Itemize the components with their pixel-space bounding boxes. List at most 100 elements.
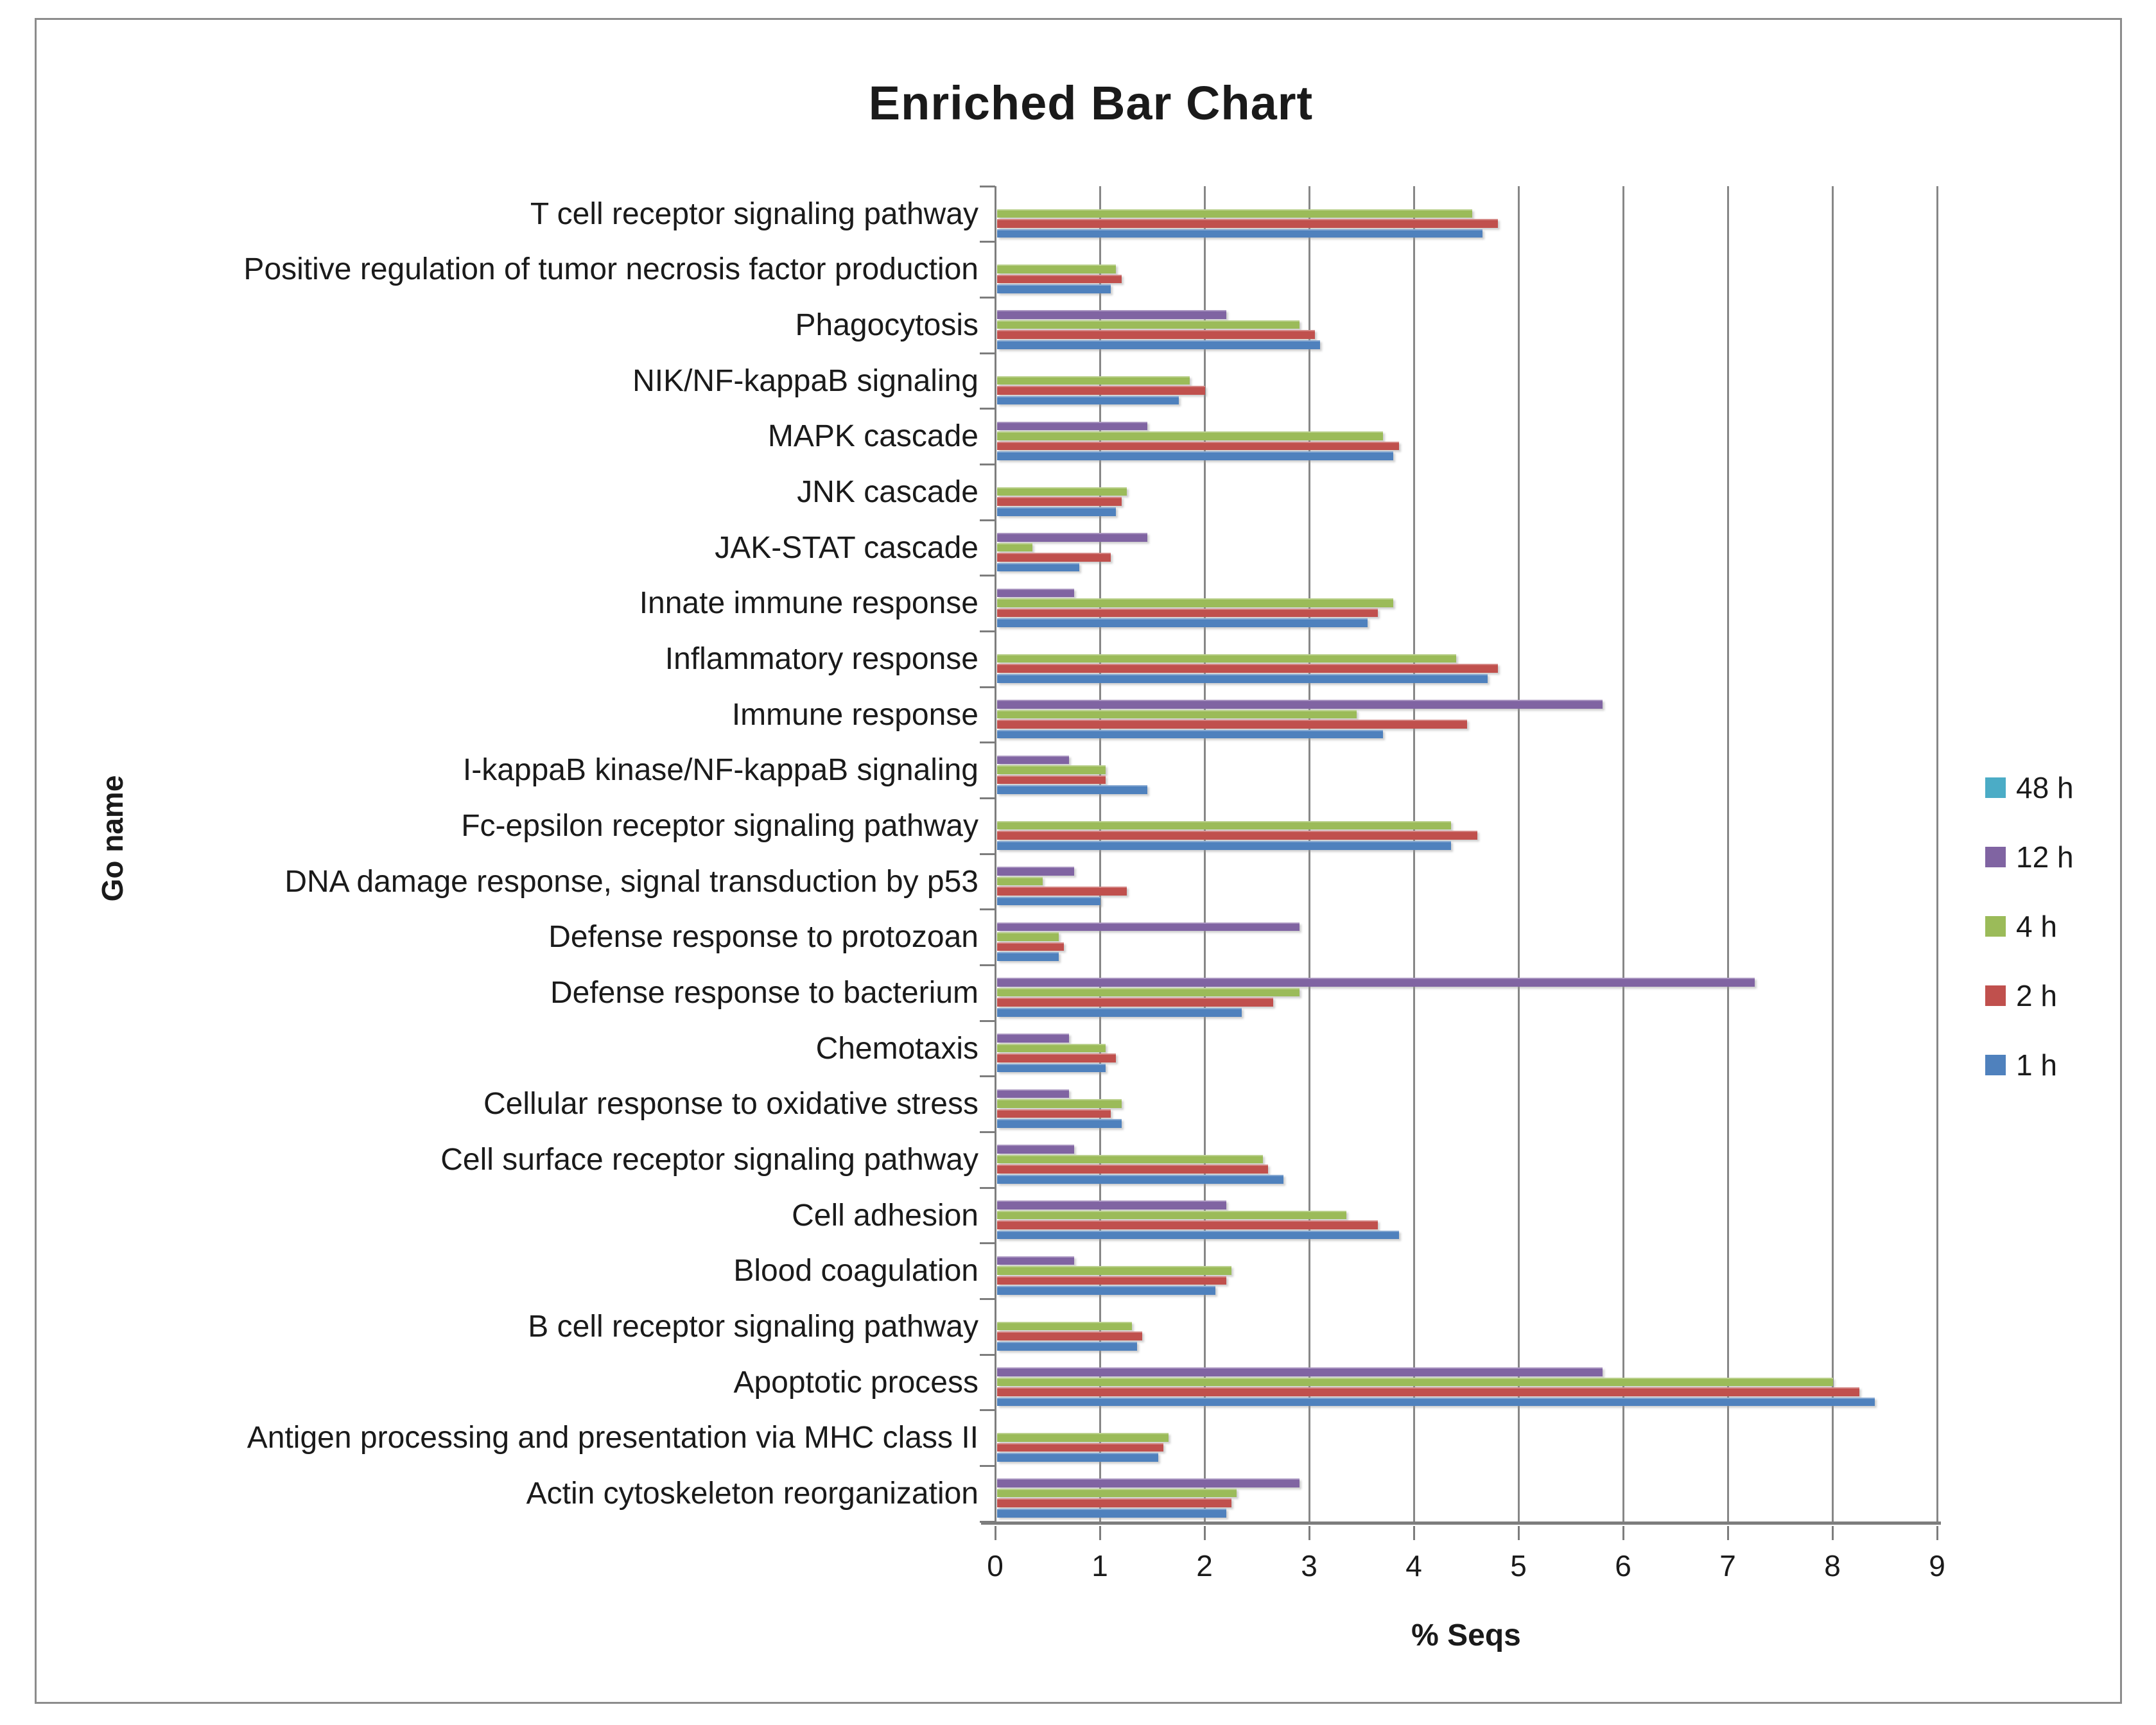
y-axis-tick [980,1520,995,1523]
y-axis-tick [980,296,995,299]
x-axis-tick [1413,1526,1415,1540]
bar-4h-row11 [997,765,1106,774]
x-tick-label: 4 [1405,1549,1422,1582]
bar-12h-row24 [997,1478,1300,1487]
category-label: JNK cascade [797,475,978,510]
bar-12h-row11 [997,755,1070,765]
category-label: Positive regulation of tumor necrosis fa… [243,252,978,287]
bar-12h-row7 [997,532,1148,542]
category-label: Cell adhesion [792,1198,978,1233]
y-axis-tick [980,1242,995,1245]
plot-area [995,186,1937,1521]
chart-title: Enriched Bar Chart [868,76,1314,130]
bar-2h-row19 [997,1220,1378,1229]
y-axis-tick [980,1464,995,1467]
bar-4h-row3 [997,320,1300,329]
bar-4h-row22 [997,1377,1833,1387]
bar-2h-row10 [997,720,1467,729]
legend-item-1h: 1 h [1985,1048,2074,1082]
bar-4h-row5 [997,431,1384,440]
bar-2h-row5 [997,441,1399,451]
y-axis-tick [980,630,995,632]
bar-4h-row6 [997,487,1127,496]
gridline [1203,186,1206,1521]
legend-item-12h: 12 h [1985,840,2074,874]
bar-2h-row15 [997,998,1273,1007]
bar-2h-row14 [997,942,1064,951]
bar-4h-row19 [997,1210,1347,1220]
bar-1h-row23 [997,1453,1158,1462]
gridline [1308,186,1310,1521]
bar-2h-row3 [997,330,1316,340]
bar-1h-row16 [997,1063,1106,1073]
bar-2h-row18 [997,1165,1268,1174]
bar-12h-row16 [997,1033,1070,1043]
y-axis-tick [980,1409,995,1412]
bar-12h-row8 [997,588,1075,598]
bar-12h-row19 [997,1200,1226,1209]
bar-2h-row20 [997,1276,1226,1285]
bar-1h-row7 [997,562,1080,572]
y-axis-tick [980,1353,995,1356]
bar-1h-row11 [997,785,1148,794]
x-axis-tick [1308,1526,1310,1540]
category-label: DNA damage response, signal transduction… [284,864,978,899]
category-label: Innate immune response [639,586,978,621]
category-label: Phagocytosis [795,308,979,343]
category-label: Cellular response to oxidative stress [483,1087,978,1122]
legend-item-2h: 2 h [1985,978,2074,1013]
x-axis-tick [1517,1526,1520,1540]
bar-2h-row22 [997,1387,1859,1396]
bar-1h-row19 [997,1230,1399,1240]
y-axis-line [994,186,996,1521]
x-tick-label: 9 [1929,1549,1945,1582]
bar-2h-row7 [997,553,1111,562]
y-axis-tick [980,463,995,465]
bar-4h-row4 [997,376,1190,385]
bar-4h-row2 [997,264,1117,273]
x-axis-tick [1726,1526,1729,1540]
bar-1h-row9 [997,674,1488,683]
bar-12h-row20 [997,1256,1075,1265]
legend-swatch-icon [1985,916,2006,937]
bar-2h-row8 [997,608,1378,618]
bar-4h-row24 [997,1488,1237,1498]
x-axis-tick [1203,1526,1206,1540]
x-tick-label: 1 [1091,1549,1108,1582]
bar-1h-row4 [997,395,1179,405]
category-label: Fc-epsilon receptor signaling pathway [461,809,978,844]
bar-1h-row22 [997,1397,1875,1407]
bar-2h-row24 [997,1498,1231,1508]
bar-4h-row17 [997,1099,1122,1108]
bar-1h-row8 [997,618,1368,627]
category-label: Chemotaxis [815,1031,978,1066]
bar-4h-row23 [997,1433,1169,1442]
category-label: I-kappaB kinase/NF-kappaB signaling [462,753,978,788]
bar-4h-row13 [997,876,1043,886]
bar-4h-row9 [997,654,1457,663]
bar-2h-row16 [997,1053,1117,1062]
bar-4h-row15 [997,987,1300,997]
bar-4h-row1 [997,209,1472,218]
category-label: Inflammatory response [665,642,978,677]
bar-12h-row18 [997,1145,1075,1154]
x-tick-label: 8 [1824,1549,1841,1582]
bar-12h-row3 [997,310,1226,319]
legend: 48 h 12 h 4 h 2 h 1 h [1985,770,2074,1082]
legend-label: 12 h [2016,840,2074,874]
y-axis-tick [980,185,995,187]
legend-item-48h: 48 h [1985,770,2074,805]
bar-12h-row14 [997,922,1300,932]
legend-swatch-icon [1985,777,2006,798]
bar-2h-row13 [997,887,1127,896]
category-label: Defense response to bacterium [550,976,978,1010]
x-axis-line [981,1521,1941,1525]
gridline [1099,186,1101,1521]
bar-4h-row21 [997,1321,1132,1331]
bar-1h-row13 [997,896,1100,906]
bar-1h-row20 [997,1286,1216,1295]
bar-1h-row6 [997,507,1117,516]
bar-12h-row22 [997,1367,1603,1376]
category-label: Immune response [731,697,978,732]
